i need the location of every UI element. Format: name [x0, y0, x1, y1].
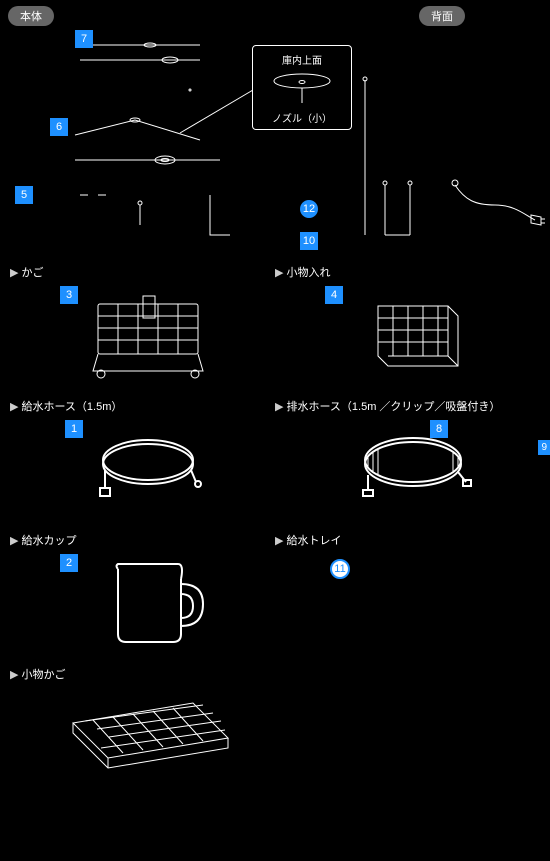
- cell-komono-header: ▶小物入れ: [275, 264, 540, 280]
- cell-hose-in: ▶給水ホース（1.5m） 1: [10, 394, 275, 528]
- number-11: 11: [330, 559, 350, 579]
- komono-illustration: [338, 286, 478, 386]
- number-12: 12: [300, 200, 318, 218]
- cell-hose-out: ▶排水ホース（1.5m ／クリップ／吸盤付き） 8: [275, 394, 540, 528]
- triangle-icon: ▶: [10, 401, 18, 413]
- triangle-icon: ▶: [10, 535, 18, 547]
- cell-komono: ▶小物入れ 4: [275, 260, 540, 394]
- nozzle-callout: 庫内上面 ノズル（小）: [252, 45, 352, 130]
- cell-empty: [275, 662, 540, 806]
- kago-illustration: [63, 286, 223, 386]
- number-6: 6: [50, 118, 68, 136]
- back-sketch: [355, 55, 545, 255]
- triangle-icon: ▶: [10, 267, 18, 279]
- number-1: 1: [65, 420, 83, 438]
- cell-komonokago: ▶小物かご: [10, 662, 275, 806]
- number-10: 10: [300, 232, 318, 250]
- number-5: 5: [15, 186, 33, 204]
- cell-kago-header: ▶かご: [10, 264, 275, 280]
- nozzle-icon: [262, 67, 342, 107]
- top-illustration-area: 本体 背面 7 6 5 12 10 庫内上面: [0, 0, 550, 260]
- callout-top-label: 庫内上面: [261, 52, 343, 67]
- callout-bottom-label: ノズル（小）: [261, 110, 343, 125]
- triangle-icon: ▶: [275, 267, 283, 279]
- callout-pointer: [175, 88, 255, 138]
- cell-hose-in-header: ▶給水ホース（1.5m）: [10, 398, 275, 414]
- cell-komonokago-header: ▶小物かご: [10, 666, 275, 682]
- cell-tray: ▶給水トレイ 11: [275, 528, 540, 662]
- triangle-icon: ▶: [275, 535, 283, 547]
- number-2: 2: [60, 554, 78, 572]
- cell-cup-header: ▶給水カップ: [10, 532, 275, 548]
- back-chip: 背面: [419, 6, 465, 26]
- triangle-icon: ▶: [275, 401, 283, 413]
- number-7: 7: [75, 30, 93, 48]
- triangle-icon: ▶: [10, 669, 18, 681]
- cell-cup: ▶給水カップ 2: [10, 528, 275, 662]
- komonokago-illustration: [43, 688, 243, 798]
- cell-hose-out-header: ▶排水ホース（1.5m ／クリップ／吸盤付き）: [275, 398, 540, 414]
- main-unit-chip: 本体: [8, 6, 54, 26]
- number-3: 3: [60, 286, 78, 304]
- number-8: 8: [430, 420, 448, 438]
- number-9: 9: [538, 440, 550, 455]
- number-4: 4: [325, 286, 343, 304]
- left-main-sketch: [40, 20, 280, 260]
- hose-out-illustration: [328, 420, 488, 510]
- cell-tray-header: ▶給水トレイ: [275, 532, 540, 548]
- parts-grid: ▶かご 3 ▶小物: [0, 260, 550, 816]
- cup-illustration: [68, 554, 218, 654]
- hose-in-illustration: [63, 420, 223, 510]
- cell-kago: ▶かご 3: [10, 260, 275, 394]
